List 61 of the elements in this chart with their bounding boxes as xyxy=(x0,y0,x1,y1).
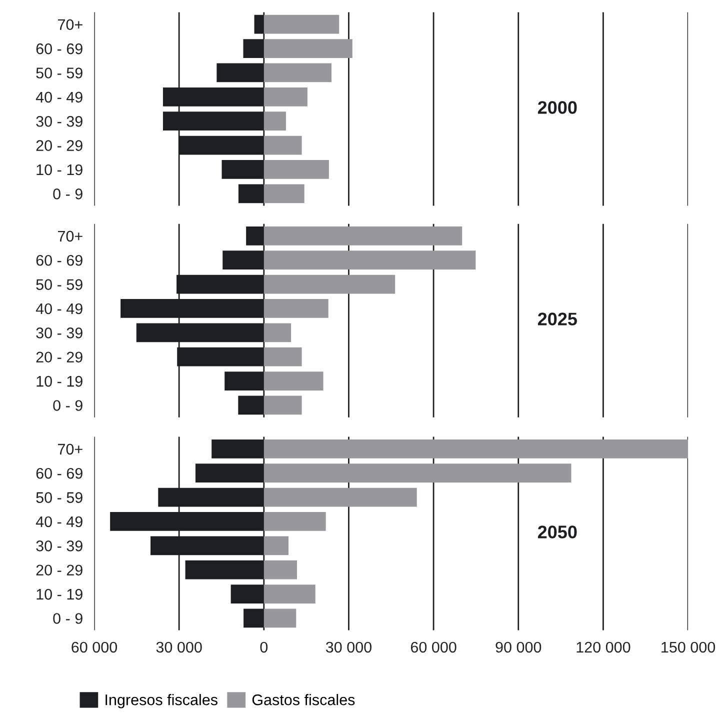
y-tick-label: 70+ xyxy=(58,230,82,242)
bar xyxy=(264,608,296,628)
annotation: 2000 xyxy=(538,101,577,114)
x-tick-label: 30 000 xyxy=(156,642,202,653)
x-tick-label: 0 xyxy=(260,642,268,653)
bar xyxy=(264,299,328,318)
y-tick-label: 50 - 59 xyxy=(36,68,82,78)
x-tick-label: 90 000 xyxy=(496,642,542,653)
x-tick-label: 60 000 xyxy=(72,642,118,653)
y-tick-label: 60 - 69 xyxy=(36,254,82,266)
bar xyxy=(264,464,572,483)
y-tick-label: 20 - 29 xyxy=(36,140,82,151)
bar xyxy=(264,488,417,507)
y-tick-label: 20 - 29 xyxy=(36,564,82,576)
bar xyxy=(264,323,292,342)
bar xyxy=(264,274,396,294)
y-tick-label: 40 - 49 xyxy=(36,516,82,528)
bar xyxy=(264,536,288,556)
bar xyxy=(264,87,308,106)
x-tick-label: 30 000 xyxy=(326,642,372,653)
bar xyxy=(264,512,326,531)
y-tick-label: 60 - 69 xyxy=(36,468,82,479)
y-tick-label: 30 - 39 xyxy=(36,328,82,338)
y-tick-label: 50 - 59 xyxy=(36,492,82,503)
bar xyxy=(264,250,476,270)
bar xyxy=(264,347,302,366)
x-tick-label: 60 000 xyxy=(410,642,456,653)
y-tick-label: 30 - 39 xyxy=(36,540,82,552)
y-tick-label: 70+ xyxy=(58,444,82,455)
bar xyxy=(264,14,340,34)
y-tick-label: 10 - 19 xyxy=(36,376,82,387)
bar xyxy=(264,160,329,179)
bar xyxy=(264,184,304,204)
bar xyxy=(264,439,688,458)
bar xyxy=(264,63,332,82)
bar xyxy=(264,560,297,580)
annotation: 2050 xyxy=(538,526,577,538)
y-tick-label: 10 - 19 xyxy=(36,588,82,600)
y-tick-label: 0 - 9 xyxy=(53,400,82,411)
bar xyxy=(264,39,352,58)
y-tick-label: 0 - 9 xyxy=(53,613,82,624)
y-tick-label: 40 - 49 xyxy=(36,92,82,103)
bar xyxy=(264,112,286,131)
y-tick-label: 30 - 39 xyxy=(36,116,82,127)
bar xyxy=(264,372,324,390)
y-tick-label: 10 - 19 xyxy=(36,164,82,176)
y-tick-label: 20 - 29 xyxy=(36,352,82,363)
x-tick-label: 120 000 xyxy=(576,642,630,653)
y-tick-label: 50 - 59 xyxy=(36,279,82,290)
x-tick-label: 150 000 xyxy=(662,642,716,653)
y-tick-label: 0 - 9 xyxy=(53,188,82,200)
y-tick-label: 70+ xyxy=(58,19,82,30)
annotation: 2025 xyxy=(538,312,577,326)
bar xyxy=(264,396,302,415)
bar xyxy=(264,136,302,155)
legend-label: Gastos fiscales xyxy=(252,694,355,706)
y-tick-label: 60 - 69 xyxy=(36,43,82,54)
y-tick-label: 40 - 49 xyxy=(36,303,82,314)
bar xyxy=(264,584,316,604)
legend-label: Ingresos fiscales xyxy=(106,694,218,708)
bar xyxy=(264,226,462,246)
